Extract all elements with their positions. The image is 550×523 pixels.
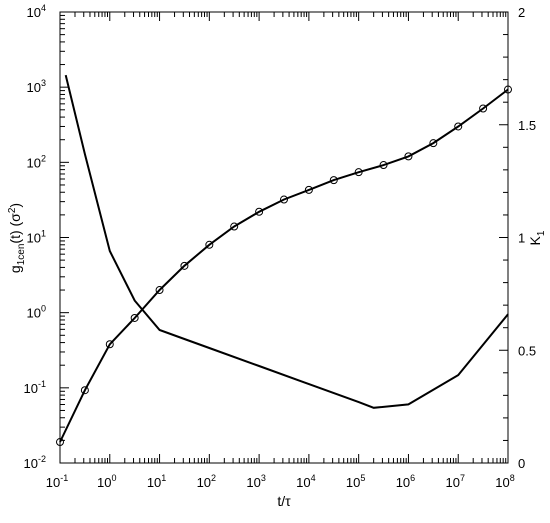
tick-base: 10 (27, 80, 41, 95)
marker (279, 195, 288, 204)
tick-base: 10 (296, 475, 310, 490)
tick-exp: 1 (41, 229, 46, 239)
tick-base: 10 (197, 475, 211, 490)
marker (304, 185, 313, 194)
tick-label: 102 (197, 473, 216, 490)
series-line (59, 88, 509, 443)
tick-base: 10 (24, 381, 38, 396)
tick-label: 100 (27, 304, 46, 321)
tick-base: 10 (346, 475, 360, 490)
marker (354, 168, 363, 177)
y2-tick-label: 2 (518, 5, 525, 20)
tick-exp: -1 (38, 379, 46, 389)
y2-label-part: K (527, 235, 543, 245)
x-axis-label: t/τ (277, 493, 291, 509)
marker (379, 161, 388, 170)
tick-exp: -1 (60, 473, 68, 483)
tick-exp: 8 (510, 473, 515, 483)
marker (504, 85, 512, 94)
plot-frame (59, 11, 509, 464)
tick-label: 102 (27, 153, 46, 170)
marker (404, 152, 413, 161)
tick-exp: 2 (41, 153, 46, 163)
tick-base: 10 (97, 475, 111, 490)
tick-label: 101 (27, 229, 46, 246)
tick-label: 10-1 (24, 379, 46, 396)
marker (255, 207, 264, 216)
y-label-part: ) (7, 203, 23, 208)
tick-base: 10 (27, 306, 41, 321)
tick-label: 104 (296, 473, 315, 490)
tick-exp: 5 (360, 473, 365, 483)
tick-label: 101 (147, 473, 166, 490)
tick-exp: -2 (38, 454, 46, 464)
marker (105, 340, 114, 349)
marker (130, 313, 139, 322)
y-label-sub: 1cen (16, 244, 27, 266)
tick-exp: 4 (311, 473, 316, 483)
marker (230, 222, 239, 231)
y-axis-label: g1cen(t) (σ2) (7, 203, 27, 273)
tick-label: 10-1 (46, 473, 68, 490)
y2-tick-label: 0 (518, 456, 525, 471)
tick-label: 105 (346, 473, 365, 490)
tick-label: 103 (27, 78, 46, 95)
y2-tick-label: 0.5 (518, 343, 536, 358)
series-line (64, 74, 509, 409)
y-label-part: (t) (σ (7, 213, 23, 244)
marker (180, 261, 189, 270)
y2-label-sub: 1 (536, 230, 547, 236)
tick-exp: 3 (261, 473, 266, 483)
tick-label: 107 (445, 473, 464, 490)
y2-tick-label: 1.5 (518, 118, 536, 133)
tick-exp: 4 (41, 3, 46, 13)
tick-base: 10 (396, 475, 410, 490)
y-label-part: g (7, 265, 23, 273)
tick-base: 10 (445, 475, 459, 490)
marker (329, 176, 338, 185)
tick-exp: 0 (41, 304, 46, 314)
marker (429, 139, 438, 148)
marker (56, 438, 64, 447)
tick-base: 10 (24, 456, 38, 471)
tick-base: 10 (495, 475, 509, 490)
tick-exp: 7 (460, 473, 465, 483)
tick-exp: 0 (112, 473, 117, 483)
y-label-sup: 2 (7, 207, 18, 213)
marker (80, 386, 89, 395)
tick-label: 108 (495, 473, 514, 490)
marker (205, 240, 214, 249)
marker (454, 122, 463, 131)
tick-base: 10 (27, 5, 41, 20)
tick-exp: 3 (41, 78, 46, 88)
tick-base: 10 (147, 475, 161, 490)
tick-exp: 2 (211, 473, 216, 483)
tick-base: 10 (27, 155, 41, 170)
marker (155, 286, 164, 295)
tick-label: 100 (97, 473, 116, 490)
tick-base: 10 (46, 475, 60, 490)
tick-base: 10 (246, 475, 260, 490)
tick-label: 104 (27, 3, 46, 20)
tick-label: 103 (246, 473, 265, 490)
tick-exp: 1 (161, 473, 166, 483)
tick-base: 10 (27, 231, 41, 246)
tick-exp: 6 (410, 473, 415, 483)
tick-label: 10-2 (24, 454, 46, 471)
marker (479, 104, 488, 113)
y2-axis-label: K1 (527, 230, 547, 245)
y2-tick-label: 1 (518, 231, 525, 246)
tick-label: 106 (396, 473, 415, 490)
